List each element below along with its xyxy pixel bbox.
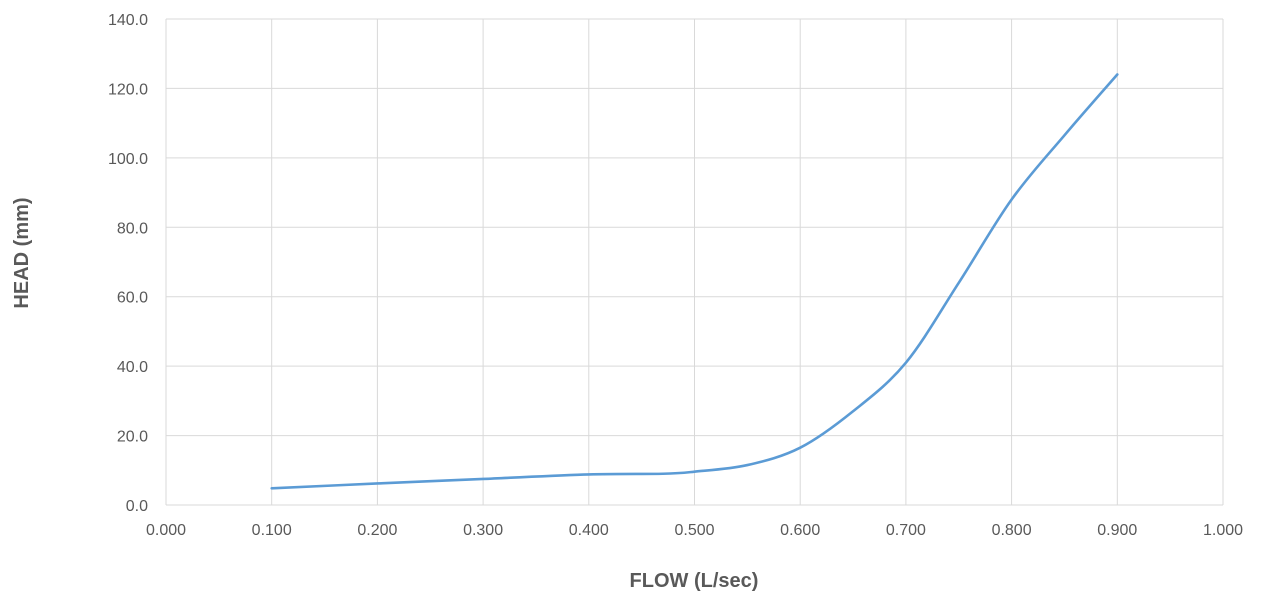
x-tick-label: 1.000 bbox=[1203, 522, 1243, 539]
x-axis-title: FLOW (L/sec) bbox=[630, 570, 759, 592]
x-axis-tick-labels: 0.000 0.100 0.200 0.300 0.400 0.500 0.600 0.700… bbox=[146, 522, 1243, 539]
y-axis-title: HEAD (mm) bbox=[11, 197, 33, 308]
x-tick-label: 0.600 bbox=[780, 522, 820, 539]
x-tick-label: 0.500 bbox=[674, 522, 714, 539]
x-tick-label: 0.900 bbox=[1097, 522, 1137, 539]
y-tick-label: 60.0 bbox=[117, 290, 148, 307]
x-tick-label: 0.300 bbox=[463, 522, 503, 539]
y-axis-tick-labels: 0.0 20.0 40.0 60.0 80.0 100.0 120.0 140.0 bbox=[108, 12, 148, 515]
y-tick-label: 140.0 bbox=[108, 12, 148, 29]
x-tick-label: 0.100 bbox=[252, 522, 292, 539]
y-tick-label: 20.0 bbox=[117, 429, 148, 446]
x-tick-label: 0.400 bbox=[569, 522, 609, 539]
y-tick-label: 0.0 bbox=[126, 498, 148, 515]
gridlines bbox=[165, 18, 1224, 506]
y-tick-label: 80.0 bbox=[117, 220, 148, 237]
series-layer bbox=[270, 73, 1119, 490]
x-tick-label: 0.000 bbox=[146, 522, 186, 539]
y-tick-label: 40.0 bbox=[117, 359, 148, 376]
y-tick-label: 120.0 bbox=[108, 81, 148, 98]
y-tick-label: 100.0 bbox=[108, 151, 148, 168]
series-line bbox=[270, 73, 1119, 490]
x-tick-label: 0.200 bbox=[357, 522, 397, 539]
x-tick-label: 0.800 bbox=[992, 522, 1032, 539]
x-tick-label: 0.700 bbox=[886, 522, 926, 539]
